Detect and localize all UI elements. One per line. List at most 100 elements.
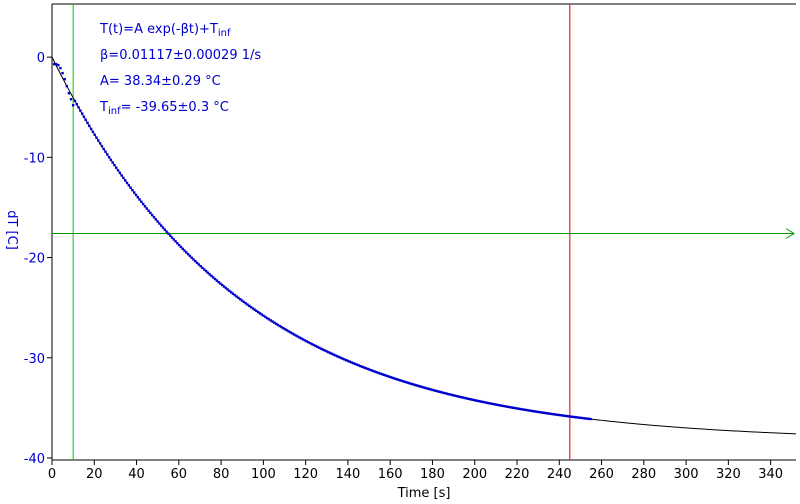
data-point — [199, 265, 202, 268]
data-point — [158, 222, 161, 225]
data-point — [569, 415, 572, 418]
data-point — [143, 205, 147, 208]
data-point — [109, 158, 113, 162]
data-point — [425, 387, 429, 390]
data-point — [75, 102, 78, 106]
data-point — [192, 258, 195, 261]
data-point — [325, 350, 328, 353]
x-tick-label: 260 — [589, 467, 614, 482]
data-point — [530, 409, 533, 413]
data-point — [102, 147, 105, 151]
data-point — [501, 404, 504, 408]
data-point — [276, 323, 280, 327]
data-point — [264, 315, 267, 319]
data-point — [533, 410, 537, 413]
data-point — [497, 403, 501, 407]
data-point — [269, 319, 272, 322]
x-tick-label: 40 — [128, 467, 145, 482]
data-point — [294, 334, 298, 337]
data-point — [127, 184, 131, 187]
data-point — [512, 406, 515, 409]
data-point — [361, 365, 364, 369]
data-point — [413, 383, 416, 386]
data-point — [433, 389, 436, 392]
data-point — [522, 408, 526, 411]
data-point — [310, 342, 314, 346]
data-point — [318, 346, 321, 349]
data-point — [429, 388, 432, 391]
data-point — [256, 310, 260, 314]
data-point — [249, 305, 253, 309]
data-point — [124, 179, 127, 182]
data-point — [427, 387, 431, 391]
x-tick-label: 60 — [171, 467, 188, 482]
fit-annotation: T(t)=A exp(-βt)+Tinf β=0.01117±0.00029 1… — [99, 22, 261, 117]
data-point — [84, 118, 87, 122]
data-point — [300, 337, 303, 340]
data-point — [341, 357, 344, 360]
y-tick-label: 0 — [37, 51, 45, 66]
data-point — [138, 198, 141, 201]
data-point — [145, 207, 148, 210]
data-point — [65, 84, 68, 88]
x-tick-label: 320 — [716, 467, 741, 482]
data-point — [510, 406, 513, 409]
data-point — [454, 394, 458, 398]
data-point — [287, 330, 290, 333]
data-point — [535, 410, 538, 413]
x-axis-label: Time [s] — [397, 486, 451, 501]
data-point — [521, 408, 524, 411]
data-point — [589, 417, 592, 421]
data-point — [154, 218, 157, 221]
data-point — [460, 395, 463, 399]
fit-formula: T(t)=A exp(-βt)+Tinf — [99, 22, 231, 39]
data-point — [226, 288, 229, 291]
data-point — [125, 181, 129, 185]
data-point — [548, 412, 551, 415]
data-point — [345, 359, 348, 362]
data-point — [332, 353, 335, 356]
data-point — [524, 408, 528, 412]
data-point — [449, 393, 452, 396]
data-point — [113, 163, 116, 167]
data-point — [201, 266, 204, 270]
data-point — [567, 415, 571, 418]
data-point — [147, 209, 150, 212]
data-point — [483, 401, 486, 404]
data-point — [354, 362, 357, 366]
data-point — [292, 333, 296, 336]
data-point — [339, 356, 343, 360]
x-tick-label: 200 — [462, 467, 487, 482]
data-point — [312, 343, 316, 347]
data-point — [319, 347, 323, 350]
data-point — [215, 279, 219, 282]
data-point — [404, 380, 407, 384]
fit-beta: β=0.01117±0.00029 1/s — [100, 48, 261, 63]
data-point — [142, 202, 145, 206]
data-point — [305, 340, 308, 343]
data-point — [239, 298, 242, 301]
data-point — [528, 409, 531, 412]
data-point — [362, 366, 366, 369]
data-point — [472, 398, 475, 402]
data-point — [386, 374, 389, 378]
data-point — [321, 348, 325, 351]
data-point — [582, 416, 585, 420]
data-point — [540, 411, 544, 414]
data-point — [219, 282, 222, 285]
data-point — [174, 240, 177, 243]
data-point — [133, 191, 136, 194]
data-point — [203, 268, 206, 271]
data-point — [235, 295, 238, 298]
data-point — [206, 271, 210, 274]
data-point — [418, 385, 422, 388]
data-point — [479, 400, 483, 403]
fit-tinf-value: = -39.65±0.3 °C — [121, 100, 229, 115]
data-point — [470, 398, 474, 401]
data-point — [222, 285, 226, 288]
data-point — [240, 299, 244, 302]
data-point — [499, 404, 502, 407]
data-point — [282, 327, 285, 330]
data-point — [106, 153, 109, 156]
data-point — [357, 364, 360, 367]
